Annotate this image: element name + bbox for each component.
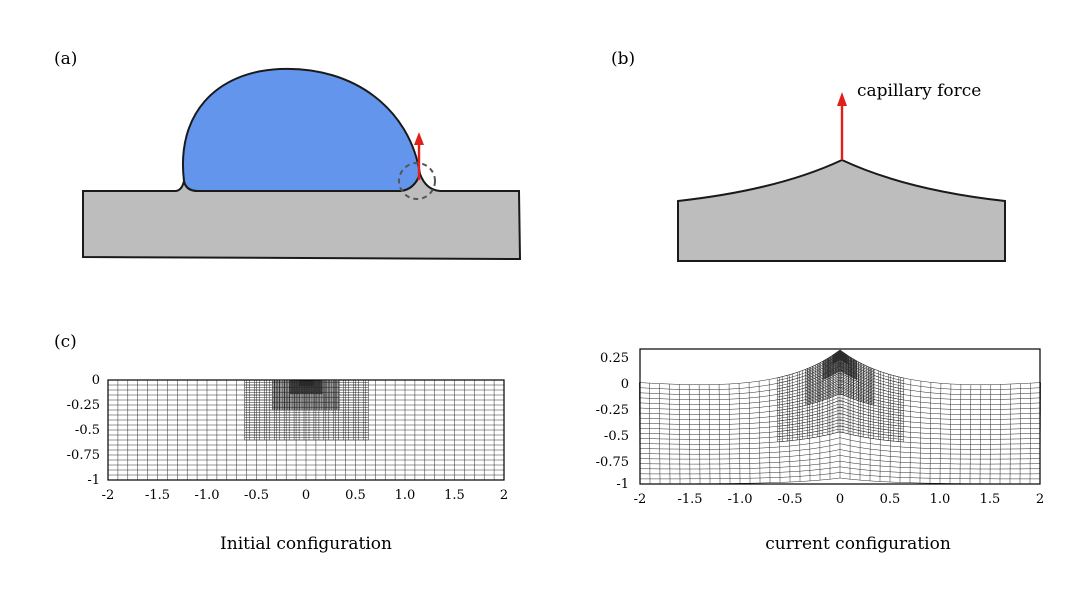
substrate-b bbox=[677, 158, 1006, 262]
panel-b-label: (b) bbox=[611, 49, 635, 69]
current-x-tick: -1.5 bbox=[677, 492, 702, 507]
current-x-tick: 1.5 bbox=[980, 492, 1001, 507]
initial-y-ticks: 0 -0.25 -0.5 -0.75 -1 bbox=[67, 373, 100, 488]
panel-b: (b) capillary force bbox=[611, 49, 1006, 262]
initial-x-tick: 0 bbox=[302, 488, 310, 503]
current-x-tick: 2 bbox=[1036, 492, 1044, 507]
panel-a: (a) bbox=[54, 49, 522, 261]
current-mesh-plot: -2 -1.5 -1.0 -0.5 0 0.5 1.0 1.5 2 0.25 0… bbox=[596, 348, 1044, 554]
initial-x-tick: 1.5 bbox=[444, 488, 465, 503]
current-y-tick: -0.25 bbox=[596, 403, 629, 418]
current-y-tick: 0.25 bbox=[600, 351, 629, 366]
current-x-tick: 0 bbox=[836, 492, 844, 507]
current-x-tick: 0.5 bbox=[880, 492, 901, 507]
force-arrow-b bbox=[837, 92, 847, 160]
initial-x-tick: 2 bbox=[500, 488, 508, 503]
mesh-grid bbox=[639, 349, 1041, 485]
mesh-grid bbox=[107, 379, 505, 481]
initial-y-tick: -0.75 bbox=[67, 448, 100, 463]
current-x-ticks: -2 -1.5 -1.0 -0.5 0 0.5 1.0 1.5 2 bbox=[634, 492, 1044, 507]
current-y-tick: -0.5 bbox=[604, 429, 629, 444]
current-y-tick: -1 bbox=[616, 477, 629, 492]
initial-mesh-frame bbox=[107, 379, 505, 481]
contact-line-detail-circle bbox=[398, 162, 436, 200]
initial-x-tick: 1.0 bbox=[395, 488, 416, 503]
initial-y-tick: -0.5 bbox=[75, 423, 100, 438]
panel-c-label: (c) bbox=[54, 332, 77, 352]
initial-x-tick: -0.5 bbox=[244, 488, 269, 503]
initial-x-tick: -2 bbox=[102, 488, 115, 503]
current-x-tick: 1.0 bbox=[930, 492, 951, 507]
initial-mesh-plot: -2 -1.5 -1.0 -0.5 0 0.5 1.0 1.5 2 0 -0.2… bbox=[67, 373, 508, 554]
droplet bbox=[181, 67, 422, 192]
panel-a-label: (a) bbox=[54, 49, 77, 69]
capillary-force-label: capillary force bbox=[857, 81, 981, 101]
initial-y-tick: -0.25 bbox=[67, 398, 100, 413]
initial-mesh-lines bbox=[107, 379, 505, 481]
initial-y-tick: 0 bbox=[92, 373, 100, 388]
current-y-tick: -0.75 bbox=[596, 455, 629, 470]
current-mesh-lines bbox=[639, 349, 1041, 485]
initial-configuration-caption: Initial configuration bbox=[220, 534, 392, 554]
current-y-ticks: 0.25 0 -0.25 -0.5 -0.75 -1 bbox=[596, 351, 629, 492]
initial-x-ticks: -2 -1.5 -1.0 -0.5 0 0.5 1.0 1.5 2 bbox=[102, 488, 508, 503]
current-x-tick: -1.0 bbox=[727, 492, 752, 507]
current-x-tick: -0.5 bbox=[777, 492, 802, 507]
current-mesh-frame bbox=[639, 348, 1041, 485]
initial-x-tick: 0.5 bbox=[345, 488, 366, 503]
force-arrow-a bbox=[414, 132, 424, 180]
current-configuration-caption: current configuration bbox=[765, 534, 951, 554]
initial-y-tick: -1 bbox=[87, 473, 100, 488]
initial-x-tick: -1.0 bbox=[194, 488, 219, 503]
current-x-tick: -2 bbox=[634, 492, 647, 507]
current-y-tick: 0 bbox=[621, 377, 629, 392]
initial-x-tick: -1.5 bbox=[145, 488, 170, 503]
